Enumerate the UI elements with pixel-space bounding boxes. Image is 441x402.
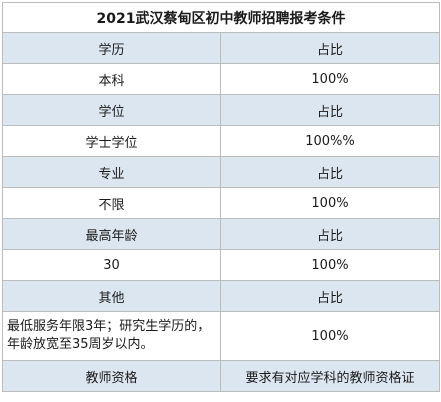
- ratio-header: 占比: [220, 218, 440, 250]
- requirements-table: 2021武汉蔡甸区初中教师招聘报考条件 学历 占比 本科 100% 学位 占比 …: [2, 2, 440, 392]
- other-value: 最低服务年限3年；研究生学历的，年龄放宽至35周岁以内。: [2, 311, 221, 361]
- other-ratio: 100%: [220, 311, 440, 361]
- degree-ratio: 100%%: [220, 125, 440, 157]
- table-row: 学历 占比: [2, 32, 440, 64]
- category-label-education: 学历: [2, 32, 221, 64]
- education-ratio: 100%: [220, 63, 440, 95]
- max-age-ratio: 100%: [220, 249, 440, 281]
- table-row: 最高年龄 占比: [2, 218, 440, 250]
- table-row: 30 100%: [2, 249, 440, 281]
- category-label-major: 专业: [2, 156, 221, 188]
- category-label-teacher-qualification: 教师资格: [2, 360, 221, 392]
- ratio-header: 占比: [220, 32, 440, 64]
- major-ratio: 100%: [220, 187, 440, 219]
- table-row: 其他 占比: [2, 280, 440, 312]
- teacher-qualification-value: 要求有对应学科的教师资格证: [220, 360, 440, 392]
- table-row: 专业 占比: [2, 156, 440, 188]
- category-label-max-age: 最高年龄: [2, 218, 221, 250]
- ratio-header: 占比: [220, 94, 440, 126]
- ratio-header: 占比: [220, 156, 440, 188]
- table-row: 不限 100%: [2, 187, 440, 219]
- ratio-header: 占比: [220, 280, 440, 312]
- table-row: 本科 100%: [2, 63, 440, 95]
- table-row: 最低服务年限3年；研究生学历的，年龄放宽至35周岁以内。 100%: [2, 311, 440, 361]
- table-title: 2021武汉蔡甸区初中教师招聘报考条件: [2, 2, 440, 33]
- category-label-degree: 学位: [2, 94, 221, 126]
- category-label-other: 其他: [2, 280, 221, 312]
- major-value: 不限: [2, 187, 221, 219]
- max-age-value: 30: [2, 249, 221, 281]
- degree-value: 学士学位: [2, 125, 221, 157]
- table-row: 学士学位 100%%: [2, 125, 440, 157]
- table-title-row: 2021武汉蔡甸区初中教师招聘报考条件: [2, 2, 440, 33]
- table-row: 学位 占比: [2, 94, 440, 126]
- table-row: 教师资格 要求有对应学科的教师资格证: [2, 360, 440, 392]
- education-value: 本科: [2, 63, 221, 95]
